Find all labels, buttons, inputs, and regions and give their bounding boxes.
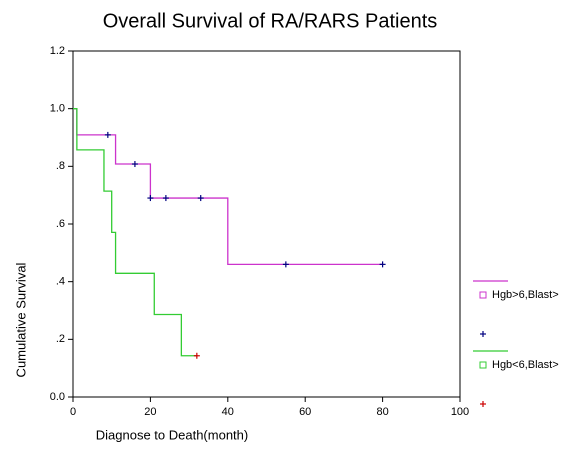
y-tick-label: .4: [56, 276, 65, 288]
censor-mark: [193, 352, 200, 359]
survival-line: [73, 108, 383, 266]
y-tick-label: .8: [56, 160, 65, 172]
legend-censor-marker: [480, 401, 486, 407]
censor-mark: [197, 195, 204, 202]
y-tick-label: 1.2: [50, 45, 65, 57]
survival-line: [73, 108, 197, 357]
censor-mark: [162, 195, 169, 202]
y-tick-label: 1.0: [50, 103, 65, 115]
legend-label: Hgb<6,Blast>: [492, 359, 559, 371]
chart-title: Overall Survival of RA/RARS Patients: [103, 10, 438, 32]
x-tick-label: 60: [299, 406, 311, 418]
censor-mark: [282, 261, 289, 268]
censor-mark: [147, 195, 154, 202]
legend-marker: [479, 361, 487, 369]
censor-mark: [104, 131, 111, 138]
legend-censor-marker: [480, 331, 486, 337]
y-tick-label: .6: [56, 218, 65, 230]
plot-frame: [72, 50, 461, 398]
x-tick-label: 40: [222, 406, 234, 418]
x-axis-label: Diagnose to Death(month): [96, 427, 248, 442]
y-tick-label: .2: [56, 333, 65, 345]
x-tick-label: 0: [70, 406, 76, 418]
legend-label: Hgb>6,Blast>: [492, 289, 559, 301]
legend-marker: [479, 291, 487, 299]
x-tick-label: 100: [451, 406, 469, 418]
x-tick-label: 20: [144, 406, 156, 418]
x-tick-label: 80: [376, 406, 388, 418]
censor-mark: [379, 261, 386, 268]
y-tick-label: 0.0: [50, 391, 65, 403]
y-axis-label: Cumulative Survival: [13, 262, 28, 377]
censor-mark: [131, 161, 138, 168]
